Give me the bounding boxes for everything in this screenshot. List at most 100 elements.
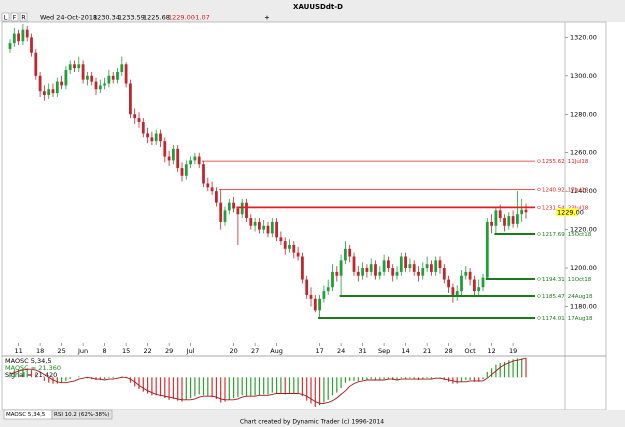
candle-body [34, 52, 38, 76]
candle-body [133, 114, 137, 119]
candle-body [292, 244, 296, 253]
level-date: 24Aug18 [568, 293, 593, 299]
signal-line [9, 357, 527, 404]
candle-body [43, 91, 46, 96]
level-marker [537, 159, 541, 163]
candle-body [326, 287, 330, 292]
level-marker [537, 205, 541, 210]
candle-body [395, 271, 399, 276]
candle-body [124, 64, 128, 84]
x-tick-label: 11 [14, 347, 22, 355]
level-date: 23Jul18 [568, 205, 589, 211]
last-price-box [556, 208, 578, 217]
candle-body [172, 148, 175, 161]
level-value: 1194.31 [542, 276, 565, 282]
button-label[interactable]: F [13, 14, 17, 22]
x-tick-label: Jul [186, 347, 195, 355]
x-tick-label: 20 [229, 347, 237, 355]
x-tick-label: Sep [378, 347, 390, 355]
candle-body [374, 264, 377, 276]
button[interactable] [10, 12, 19, 22]
x-tick-label: 28 [444, 347, 452, 355]
level-marker [537, 232, 541, 236]
candle-body [511, 216, 515, 224]
buttons: L F R [1, 12, 28, 22]
oscillator-title: MAOSC 5,34,5 [5, 357, 51, 365]
candle-body [356, 271, 360, 276]
candle-body [339, 260, 343, 276]
candle-body [391, 268, 395, 276]
candle-body [141, 121, 145, 134]
candle-body [331, 271, 334, 288]
candle-body [408, 264, 412, 269]
candle-body [180, 168, 184, 176]
level-marker [537, 294, 541, 298]
candle-body [313, 298, 317, 311]
tab-label[interactable]: MAOSC 5,34,5 [6, 412, 46, 418]
button[interactable] [1, 12, 10, 22]
candle-body [210, 187, 214, 192]
status-bar [0, 410, 625, 427]
candle-body [270, 221, 274, 234]
candle-body [68, 64, 72, 71]
bar-high: 1233.59 [118, 14, 145, 22]
candle-body [107, 75, 111, 84]
level-label: 1255.62 11Jul18 [542, 159, 589, 165]
candle-body [378, 271, 382, 276]
x-tick-label: 25 [57, 347, 65, 355]
button-label[interactable]: R [21, 14, 26, 22]
candle-body [361, 268, 364, 276]
candle-body [352, 256, 356, 272]
level-date: 17Aug18 [568, 315, 593, 321]
add-button[interactable]: + [264, 14, 269, 22]
candle-body [455, 291, 459, 295]
candle-body [253, 221, 257, 226]
candle-body [430, 264, 433, 272]
candle-body [412, 264, 416, 272]
oscillator-readout: MAOSC = 21.360 [5, 364, 61, 372]
button[interactable] [19, 12, 28, 22]
y-tick-label: 1240.00 [570, 187, 597, 195]
candle-body [167, 156, 171, 161]
candle-body [137, 118, 141, 122]
candle-body [202, 164, 205, 184]
candle-body [279, 237, 283, 242]
candle-body [485, 221, 489, 278]
candle-body [417, 271, 420, 276]
candle-body [129, 83, 132, 115]
x-tick-label: 15 [122, 347, 130, 355]
candle-body [8, 43, 12, 49]
candle-body [111, 75, 115, 80]
button-label[interactable]: L [4, 14, 8, 22]
y-tick-label: 1220.00 [570, 226, 597, 234]
tab[interactable] [51, 409, 113, 420]
candle-body [451, 287, 455, 295]
tab-label[interactable]: RSI 10.2 (62%-38%) [54, 412, 109, 418]
bar-open: 1230.34 [93, 14, 120, 22]
candle-body [421, 268, 425, 276]
y-tick-label: 1200.00 [570, 264, 597, 272]
level-label: 1194.31 11Oct18 [542, 276, 592, 282]
candle-body [503, 218, 506, 226]
level-marker [537, 316, 541, 320]
candle-body [481, 277, 485, 288]
bar-date: Wed 24-Oct-2018 [40, 14, 97, 22]
candle-body [442, 268, 446, 280]
candle-body [434, 260, 438, 272]
candle-body [55, 81, 59, 94]
candle-body [477, 287, 481, 292]
candle-body [425, 264, 429, 269]
candle-body [12, 33, 16, 44]
candle-body [322, 291, 326, 299]
candle-body [219, 202, 223, 222]
candle-body [25, 29, 29, 38]
candle-body [150, 137, 154, 142]
bar-low: 1225.68 [143, 14, 170, 22]
candle-body [90, 75, 94, 82]
candle-body [249, 218, 253, 226]
x-tick-label: Jun [77, 347, 88, 355]
y-tick-label: 1280.00 [570, 110, 597, 118]
level-date: 15Oct18 [568, 232, 592, 238]
